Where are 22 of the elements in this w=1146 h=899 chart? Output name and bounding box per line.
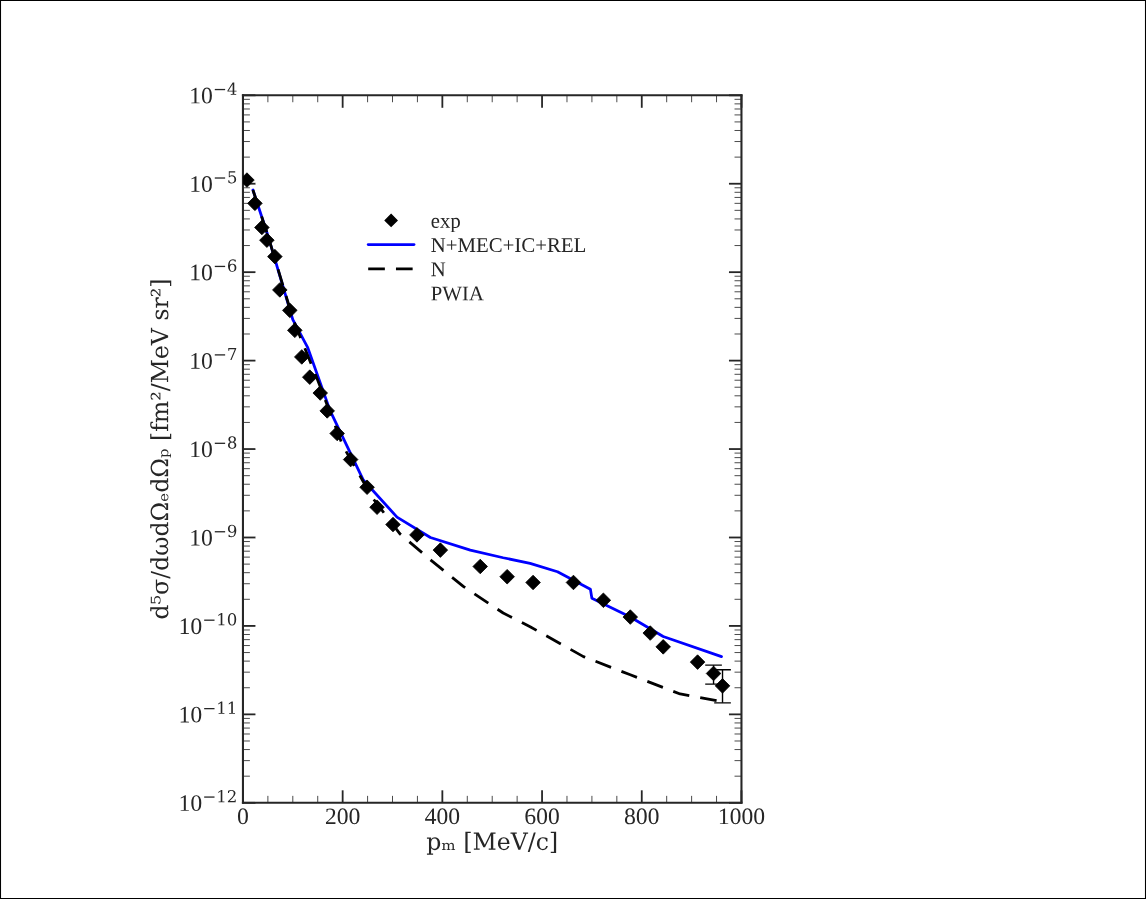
y-tick-label: 10$^{−10}$ — [180, 613, 237, 635]
y-tick-label: 10$^{−9}$ — [191, 524, 237, 546]
x-axis-title: pₘ [MeV/c] — [426, 831, 557, 855]
y-tick-label: 10$^{−4}$ — [191, 82, 237, 104]
legend-label: N — [431, 262, 446, 277]
y-tick-label: 10$^{−7}$ — [191, 348, 237, 369]
x-tick-label: 0 — [237, 808, 248, 825]
y-axis-title: d⁵σ/dωdΩₑdΩₚ [fm²/MeV sr²] — [150, 280, 172, 619]
x-tick-label: 1000 — [719, 808, 765, 825]
x-tick-label: 600 — [525, 808, 559, 825]
x-tick-label: 800 — [624, 808, 659, 825]
legend-label: N+MEC+IC+REL — [431, 238, 586, 253]
annotation: PWIA — [431, 286, 484, 301]
x-tick-label: 400 — [425, 808, 460, 825]
legend-label: exp — [431, 217, 460, 233]
point — [272, 282, 288, 298]
y-tick-label: 10$^{−12}$ — [180, 789, 236, 812]
y-tick-label: 10$^{−11}$ — [180, 701, 235, 723]
y-tick-label: 10$^{−8}$ — [191, 436, 237, 458]
x-tick-label: 200 — [325, 808, 360, 825]
y-tick-label: 10$^{−6}$ — [191, 259, 237, 281]
y-tick-label: 10$^{−5}$ — [191, 171, 237, 193]
